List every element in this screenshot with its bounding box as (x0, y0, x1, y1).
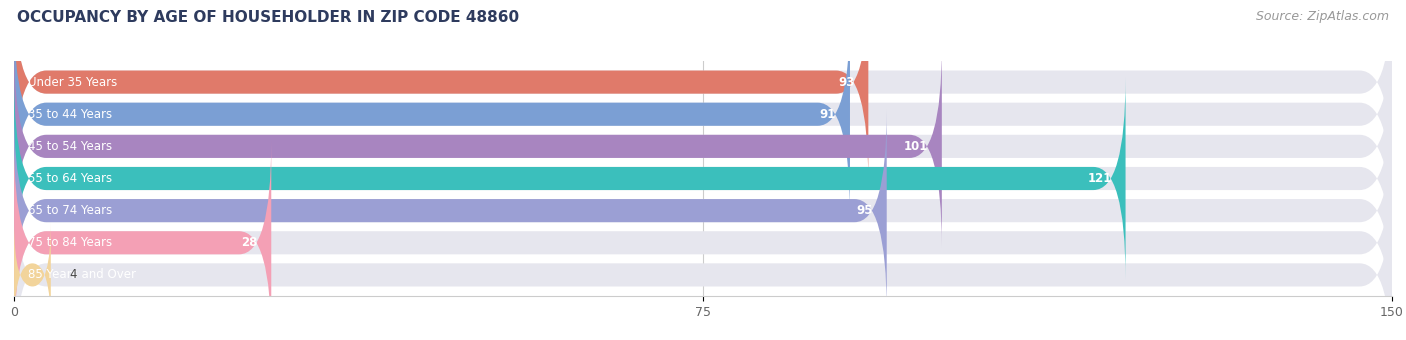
FancyBboxPatch shape (14, 13, 851, 215)
Text: Source: ZipAtlas.com: Source: ZipAtlas.com (1256, 10, 1389, 23)
FancyBboxPatch shape (14, 0, 1392, 183)
FancyBboxPatch shape (14, 142, 271, 340)
Text: 85 Years and Over: 85 Years and Over (28, 268, 136, 282)
FancyBboxPatch shape (14, 46, 942, 247)
FancyBboxPatch shape (14, 46, 1392, 247)
Text: 121: 121 (1087, 172, 1112, 185)
FancyBboxPatch shape (14, 174, 1392, 340)
Text: 93: 93 (838, 75, 855, 89)
Text: 55 to 64 Years: 55 to 64 Years (28, 172, 112, 185)
FancyBboxPatch shape (14, 110, 1392, 311)
Text: 28: 28 (240, 236, 257, 249)
Text: Under 35 Years: Under 35 Years (28, 75, 117, 89)
FancyBboxPatch shape (14, 78, 1392, 279)
Text: 65 to 74 Years: 65 to 74 Years (28, 204, 112, 217)
Text: 101: 101 (904, 140, 928, 153)
Text: OCCUPANCY BY AGE OF HOUSEHOLDER IN ZIP CODE 48860: OCCUPANCY BY AGE OF HOUSEHOLDER IN ZIP C… (17, 10, 519, 25)
Text: 45 to 54 Years: 45 to 54 Years (28, 140, 112, 153)
FancyBboxPatch shape (14, 78, 1126, 279)
Text: 4: 4 (69, 268, 77, 282)
Text: 35 to 44 Years: 35 to 44 Years (28, 108, 112, 121)
FancyBboxPatch shape (14, 0, 869, 183)
FancyBboxPatch shape (14, 142, 1392, 340)
Text: 75 to 84 Years: 75 to 84 Years (28, 236, 112, 249)
Text: 91: 91 (820, 108, 837, 121)
FancyBboxPatch shape (14, 222, 51, 328)
FancyBboxPatch shape (14, 110, 887, 311)
Text: 95: 95 (856, 204, 873, 217)
FancyBboxPatch shape (14, 13, 1392, 215)
